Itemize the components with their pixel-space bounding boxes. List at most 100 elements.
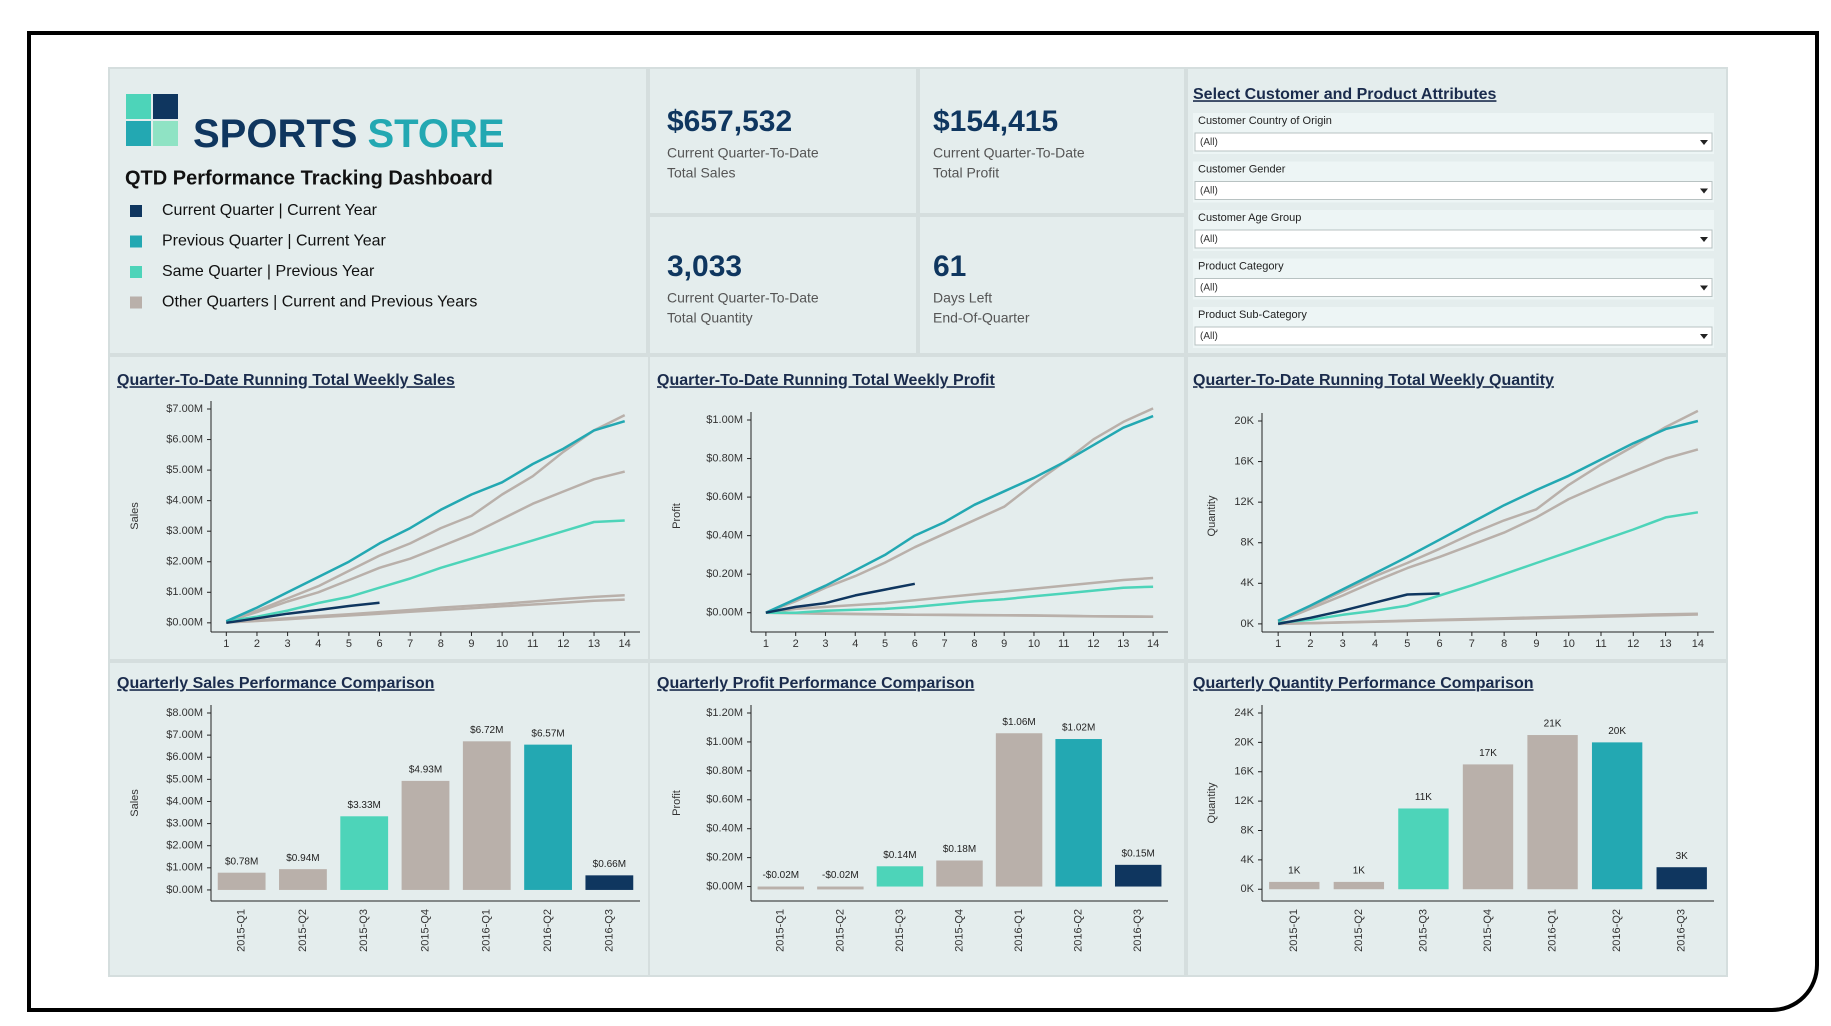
kpi-value: $657,532: [667, 105, 792, 138]
y-tick-label: $0.00M: [166, 617, 203, 629]
series-line: [1277, 592, 1440, 626]
dropdown-value[interactable]: (All): [1200, 137, 1218, 148]
chart-title: Quarterly Profit Performance Comparison: [657, 675, 974, 692]
legend-swatch: [130, 235, 142, 248]
dropdown-value[interactable]: (All): [1200, 186, 1218, 197]
panel: [650, 357, 1184, 659]
x-tick-label: 2016-Q2: [1611, 909, 1623, 952]
y-tick-label: $1.20M: [706, 707, 743, 719]
y-tick-label: 4K: [1241, 854, 1255, 866]
series-line: [225, 420, 626, 623]
x-tick-label: 6: [912, 638, 918, 650]
dropdown[interactable]: [1194, 181, 1713, 200]
value-label: $1.06M: [1002, 717, 1035, 728]
series-line: [1277, 419, 1699, 622]
series-line: [225, 470, 626, 623]
x-tick-label: 5: [346, 638, 352, 650]
x-tick-label: 6: [376, 638, 382, 650]
x-tick-label: 2015-Q1: [775, 909, 787, 952]
y-tick-label: 24K: [1234, 707, 1254, 719]
x-tick-label: 3: [822, 638, 828, 650]
chart-title: Quarter-To-Date Running Total Weekly Sal…: [117, 372, 455, 389]
series-line: [765, 407, 1154, 614]
x-tick-label: 9: [1533, 638, 1539, 650]
y-tick-label: 4K: [1241, 577, 1255, 589]
x-tick-label: 2015-Q2: [297, 909, 309, 952]
kpi-label: Total Quantity: [667, 310, 753, 326]
x-tick-label: 2: [1307, 638, 1313, 650]
dropdown-arrow[interactable]: [1700, 140, 1708, 145]
y-tick-label: $3.00M: [166, 525, 203, 537]
x-tick-label: 6: [1437, 638, 1443, 650]
legend-label: Current Quarter | Current Year: [162, 202, 378, 219]
y-tick-label: $1.00M: [706, 414, 743, 426]
value-label: 3K: [1676, 851, 1689, 862]
legend-label: Same Quarter | Previous Year: [162, 263, 375, 280]
series-line: [765, 585, 1154, 614]
x-tick-label: 2015-Q3: [894, 909, 906, 952]
bar: [1114, 864, 1162, 887]
dropdown[interactable]: [1194, 326, 1713, 346]
y-tick-label: $5.00M: [166, 773, 203, 785]
bar: [1269, 881, 1320, 890]
kpi-label: Current Quarter-To-Date: [667, 145, 819, 161]
panel: [650, 69, 916, 213]
panel: [110, 357, 648, 659]
dropdown-value[interactable]: (All): [1200, 234, 1218, 245]
value-label: $0.15M: [1122, 848, 1155, 859]
x-tick-label: 4: [1372, 638, 1378, 650]
x-tick-label: 11: [527, 638, 538, 650]
dropdown[interactable]: [1194, 229, 1713, 249]
value-label: $0.18M: [943, 844, 976, 855]
x-tick-label: 2015-Q1: [1288, 909, 1300, 952]
y-tick-label: $0.80M: [706, 452, 743, 464]
kpi-label: Total Sales: [667, 165, 735, 181]
series-line: [765, 611, 1154, 619]
x-tick-label: 9: [468, 638, 474, 650]
value-label: 17K: [1479, 748, 1497, 759]
chart-title: Quarter-To-Date Running Total Weekly Pro…: [657, 372, 995, 389]
bar: [876, 866, 924, 887]
x-tick-label: 2015-Q4: [1482, 909, 1494, 952]
x-tick-label: 10: [496, 638, 508, 650]
series-line: [1277, 409, 1699, 624]
y-tick-label: $2.00M: [166, 556, 203, 568]
value-label: $3.33M: [348, 800, 381, 811]
y-tick-label: $0.00M: [166, 884, 203, 896]
value-label: $0.94M: [286, 853, 319, 864]
x-tick-label: 1: [223, 638, 229, 650]
dropdown[interactable]: [1194, 132, 1713, 152]
x-tick-label: 2015-Q1: [236, 909, 248, 952]
x-tick-label: 8: [971, 638, 977, 650]
x-tick-label: 13: [588, 638, 600, 650]
dropdown-arrow[interactable]: [1700, 188, 1708, 194]
dropdown-value[interactable]: (All): [1200, 283, 1218, 294]
y-axis-title: Quantity: [1206, 495, 1218, 536]
x-tick-label: 8: [1501, 638, 1507, 650]
logo-square: [153, 121, 178, 146]
y-axis-title: Sales: [129, 502, 141, 530]
y-tick-label: 8K: [1241, 824, 1255, 836]
bar: [1527, 735, 1578, 890]
y-tick-label: $1.00M: [166, 862, 203, 874]
dropdown-arrow[interactable]: [1700, 285, 1708, 291]
x-tick-label: 7: [1469, 638, 1475, 650]
dropdown-arrow[interactable]: [1700, 237, 1708, 242]
logo-square: [153, 94, 178, 119]
dropdown-value[interactable]: (All): [1200, 331, 1218, 342]
filter-label: Customer Country of Origin: [1198, 115, 1332, 127]
kpi-value: 3,033: [667, 250, 742, 283]
value-label: $6.72M: [470, 725, 503, 736]
y-tick-label: $1.00M: [166, 586, 203, 598]
y-tick-label: $7.00M: [166, 729, 203, 741]
dropdown[interactable]: [1194, 278, 1713, 297]
dashboard-subtitle: QTD Performance Tracking Dashboard: [125, 167, 493, 189]
legend-label: Previous Quarter | Current Year: [162, 233, 386, 250]
bar: [817, 886, 864, 890]
x-tick-label: 2016-Q3: [603, 909, 615, 952]
x-tick-label: 2016-Q1: [481, 909, 493, 952]
dropdown-arrow[interactable]: [1700, 334, 1708, 339]
x-tick-label: 5: [1404, 638, 1410, 650]
bar: [462, 741, 511, 890]
